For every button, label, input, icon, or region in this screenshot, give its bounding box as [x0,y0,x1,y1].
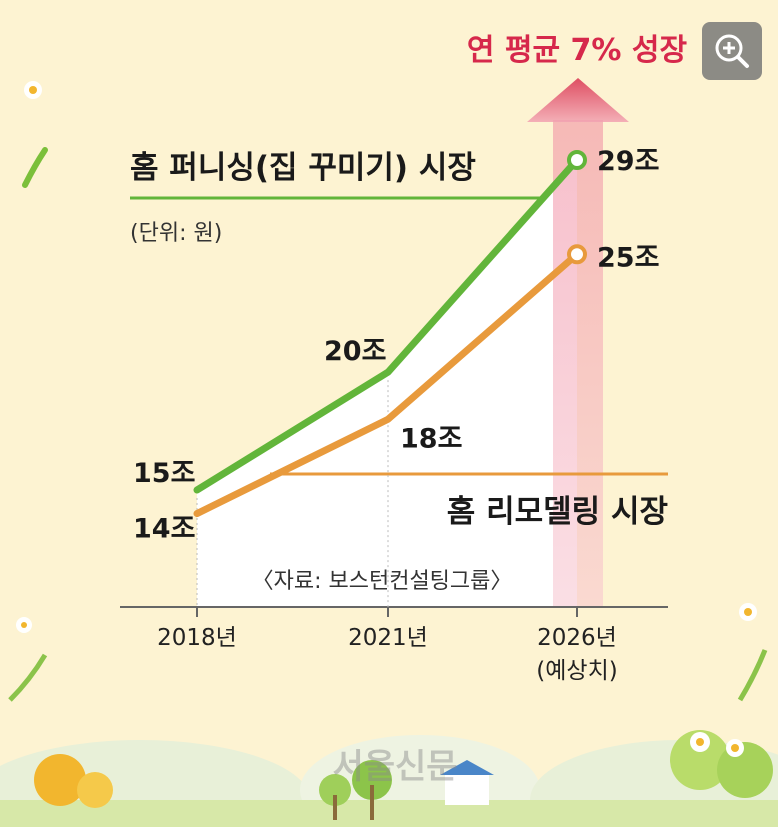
legend-label-home-furnishing: 홈 퍼니싱(집 꾸미기) 시장 [130,150,476,186]
data-label: 29조 [597,146,659,177]
x-tick-label: 2021년 [348,625,428,651]
unit-note: (단위: 원) [130,221,222,246]
data-label-layer: 15조 20조 29조 14조 18조 25조 [133,146,659,545]
endpoint-marker-home-furnishing [567,150,587,170]
x-tick-labels: 2018년 2021년 2026년 [157,625,617,651]
background-decoration [0,81,778,827]
data-label: 18조 [400,423,462,454]
category-guides [196,380,578,617]
watermark: 서울신문 [332,747,457,787]
x-tick-label: 2026년 [537,625,617,651]
x-tick-note: (예상치) [536,658,617,684]
endpoint-marker-home-remodeling [567,244,587,265]
series-layer [193,150,587,518]
series-line-home-furnishing [193,156,581,494]
legend-label-home-remodeling: 홈 리모델링 시장 [447,494,668,530]
source-note: 〈자료: 보스턴컨설팅그룹〉 [252,569,513,594]
x-tick-label: 2018년 [157,625,237,651]
growth-arrow [527,78,629,607]
growth-annotation: 연 평균 7% 성장 [467,33,688,68]
data-label: 20조 [324,336,386,367]
zoom-in-icon[interactable] [702,22,762,80]
data-label: 25조 [597,242,659,273]
data-label: 14조 [133,514,195,545]
data-label: 15조 [133,458,195,489]
series-line-home-remodeling [193,250,581,518]
